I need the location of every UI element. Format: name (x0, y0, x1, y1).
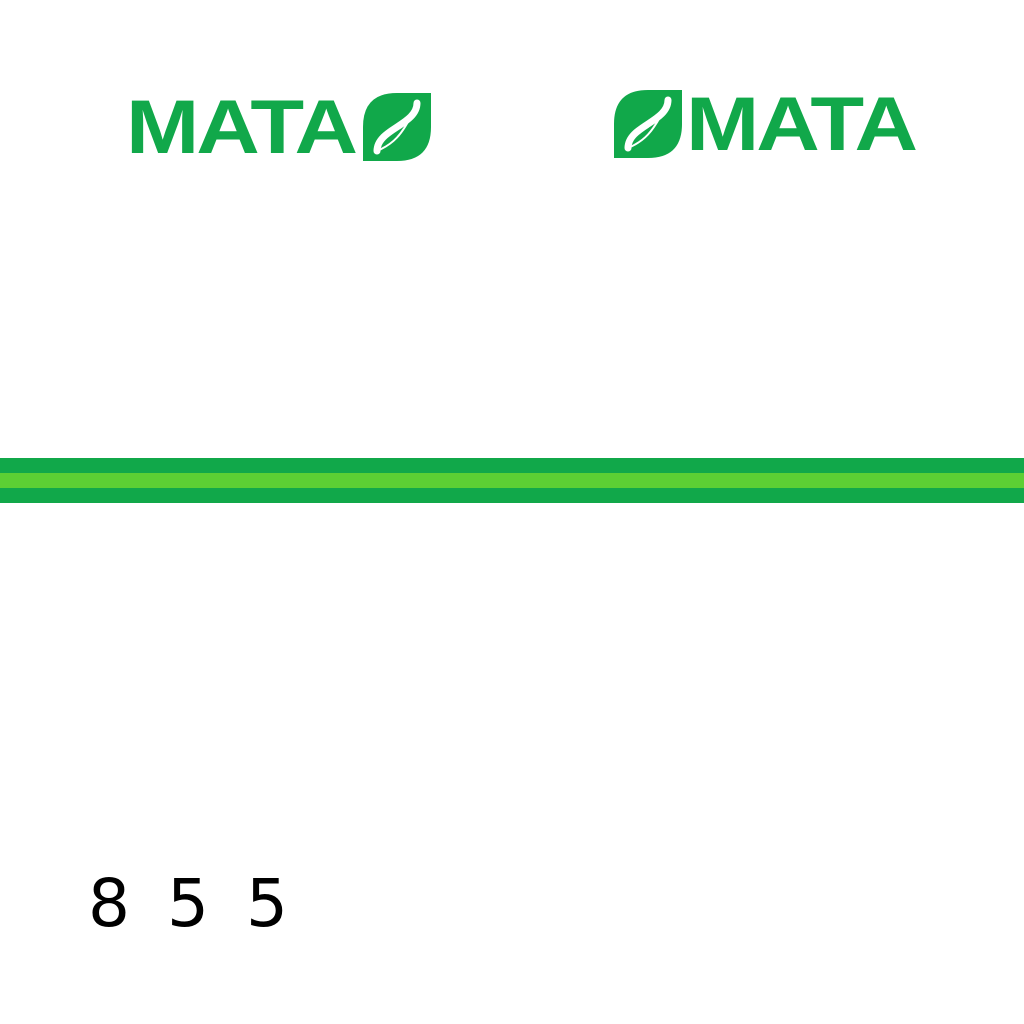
logo-left: MATA (126, 84, 432, 170)
stripe-light-middle (0, 473, 1024, 488)
fleet-number: 8 5 5 (88, 865, 296, 942)
leaf-icon (614, 90, 682, 158)
logo-wordmark: MATA (686, 81, 918, 167)
livery-stripes (0, 458, 1024, 503)
logo-wordmark: MATA (126, 84, 358, 170)
logo-right: MATA (614, 81, 918, 167)
leaf-icon (363, 93, 432, 161)
stripe-dark-top (0, 458, 1024, 473)
stripe-dark-bottom (0, 488, 1024, 503)
